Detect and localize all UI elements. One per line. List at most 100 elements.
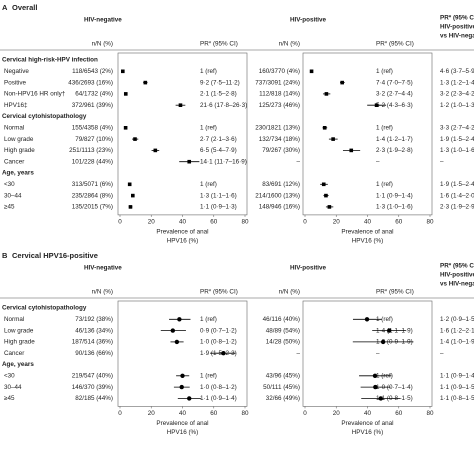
panel-title: Overall bbox=[12, 3, 37, 12]
column-header: n/N (%) bbox=[92, 289, 113, 296]
pr-text: 9·2 (7·5–11·2) bbox=[200, 79, 240, 86]
pr-text: 1·4 (1·2–1·7) bbox=[376, 136, 413, 143]
x-axis-label: Prevalence of anal bbox=[341, 420, 393, 427]
comparison-text: 3·2 (2·3–4·2) bbox=[440, 91, 474, 98]
point bbox=[372, 373, 378, 378]
row-label: <30 bbox=[4, 181, 15, 188]
n-text: 50/111 (45%) bbox=[263, 384, 300, 391]
n-text: 43/96 (45%) bbox=[266, 372, 300, 379]
x-axis-label: Prevalence of anal bbox=[341, 229, 393, 236]
column-header: n/N (%) bbox=[279, 289, 300, 296]
pr-text: 1 (ref) bbox=[376, 68, 393, 75]
point bbox=[131, 193, 135, 198]
n-text: 235/2864 (8%) bbox=[72, 192, 113, 199]
column-header: vs HIV-negative bbox=[440, 281, 474, 288]
column-header: n/N (%) bbox=[279, 41, 300, 48]
point bbox=[221, 351, 226, 356]
comparison-text: 3·3 (2·7–4·2) bbox=[440, 124, 474, 131]
n-text: 46/116 (40%) bbox=[263, 316, 300, 323]
n-text: 46/136 (34%) bbox=[75, 327, 113, 334]
x-axis-label: HPV16 (%) bbox=[352, 429, 384, 436]
pr-text: 0·9 (0·7–1·2) bbox=[200, 327, 237, 334]
section-title: Cervical cytohistopathology bbox=[2, 305, 87, 312]
n-text: 125/273 (46%) bbox=[259, 102, 300, 109]
n-text: 48/89 (54%) bbox=[266, 327, 300, 334]
x-tick-label: 80 bbox=[241, 219, 249, 226]
pr-text: 1·1 (0·9–1·4) bbox=[376, 192, 413, 199]
x-axis-label: HPV16 (%) bbox=[167, 429, 199, 436]
comparison-text: 2·3 (1·9–2·9) bbox=[440, 204, 474, 211]
comparison-text: – bbox=[440, 158, 444, 165]
point bbox=[127, 182, 132, 187]
point bbox=[349, 148, 354, 153]
row-label: High grade bbox=[4, 147, 35, 154]
column-header: PR* (95% CI) bbox=[440, 263, 474, 270]
point bbox=[187, 159, 192, 164]
section-title: Cervical cytohistopathology bbox=[2, 113, 87, 120]
pr-text: 1 (ref) bbox=[200, 316, 217, 323]
x-tick-label: 60 bbox=[395, 219, 403, 226]
row-label: Low grade bbox=[4, 327, 34, 334]
pr-text: 2·7 (2·1–3·6) bbox=[200, 136, 237, 143]
plot-frame bbox=[302, 52, 433, 216]
point bbox=[180, 373, 185, 378]
section-title: Age, years bbox=[2, 170, 34, 177]
x-tick-label: 80 bbox=[426, 219, 434, 226]
row-label: Low grade bbox=[4, 136, 34, 143]
comparison-text: 1·3 (1·2–1·4) bbox=[440, 79, 474, 86]
column-header: PR* (95% CI) bbox=[376, 289, 414, 296]
n-text: 737/3091 (24%) bbox=[255, 79, 300, 86]
pr-text: 1 (ref) bbox=[200, 181, 217, 188]
row-label: Normal bbox=[4, 316, 24, 323]
panel-title: Cervical HPV16-positive bbox=[12, 251, 98, 260]
n-text: 118/6543 (2%) bbox=[72, 68, 113, 75]
pr-text: 1·1 (0·9–1·3) bbox=[200, 204, 237, 211]
comparison-text: 1·9 (1·5–2·4) bbox=[440, 181, 474, 188]
pr-text: 14·1 (11·7–16·9) bbox=[200, 158, 247, 165]
comparison-text: 4·6 (3·7–5·9) bbox=[440, 68, 474, 75]
x-tick-label: 40 bbox=[179, 410, 187, 417]
plot-frame bbox=[117, 52, 248, 216]
n-text: 79/267 (30%) bbox=[262, 147, 300, 154]
n-text: 112/818 (14%) bbox=[259, 91, 300, 98]
pr-text: 3·2 (2·7–4·4) bbox=[376, 91, 413, 98]
point bbox=[387, 328, 392, 333]
point bbox=[331, 137, 335, 141]
row-label: HPV16‡ bbox=[4, 102, 28, 109]
n-text: 187/514 (36%) bbox=[72, 339, 113, 346]
point bbox=[324, 193, 328, 198]
point bbox=[364, 317, 370, 322]
point bbox=[143, 80, 148, 85]
group-header: HIV-positive bbox=[290, 17, 327, 24]
n-text: 148/946 (16%) bbox=[259, 204, 300, 211]
x-axis-label: HPV16 (%) bbox=[167, 238, 199, 245]
n-text: 155/4358 (4%) bbox=[72, 124, 113, 131]
n-text: 230/1821 (13%) bbox=[255, 124, 300, 131]
x-tick-label: 0 bbox=[303, 410, 307, 417]
comparison-text: 1·2 (0·9–1·5) bbox=[440, 316, 474, 323]
column-header: PR* (95% CI) bbox=[376, 41, 414, 48]
comparison-text: 1·9 (1·5–2·4) bbox=[440, 136, 474, 143]
point bbox=[121, 69, 125, 74]
point bbox=[179, 384, 184, 390]
n-text: 214/1600 (13%) bbox=[255, 192, 300, 199]
point bbox=[133, 137, 137, 141]
pr-text: 1·3 (1·1–1·6) bbox=[200, 192, 237, 199]
x-tick-label: 40 bbox=[364, 219, 372, 226]
section-title: Age, years bbox=[2, 361, 34, 368]
comparison-text: 1·1 (0·8–1·5) bbox=[440, 395, 474, 402]
n-text: 79/827 (10%) bbox=[75, 136, 113, 143]
comparison-text: 1·6 (1·2–2·1) bbox=[440, 327, 474, 334]
pr-text: 1 (ref) bbox=[200, 124, 217, 131]
point bbox=[177, 317, 182, 322]
point bbox=[322, 126, 327, 130]
pr-text: 1 (ref) bbox=[376, 181, 393, 188]
point bbox=[178, 103, 183, 107]
n-text: 83/691 (12%) bbox=[262, 181, 300, 188]
group-header: HIV-negative bbox=[84, 265, 122, 272]
point bbox=[374, 103, 379, 107]
point bbox=[128, 205, 133, 209]
comparison-text: 1·2 (1·0–1·3) bbox=[440, 102, 474, 109]
pr-text: 5·2 (4·3–6·3) bbox=[376, 102, 413, 109]
row-label: 30–44 bbox=[4, 384, 22, 391]
